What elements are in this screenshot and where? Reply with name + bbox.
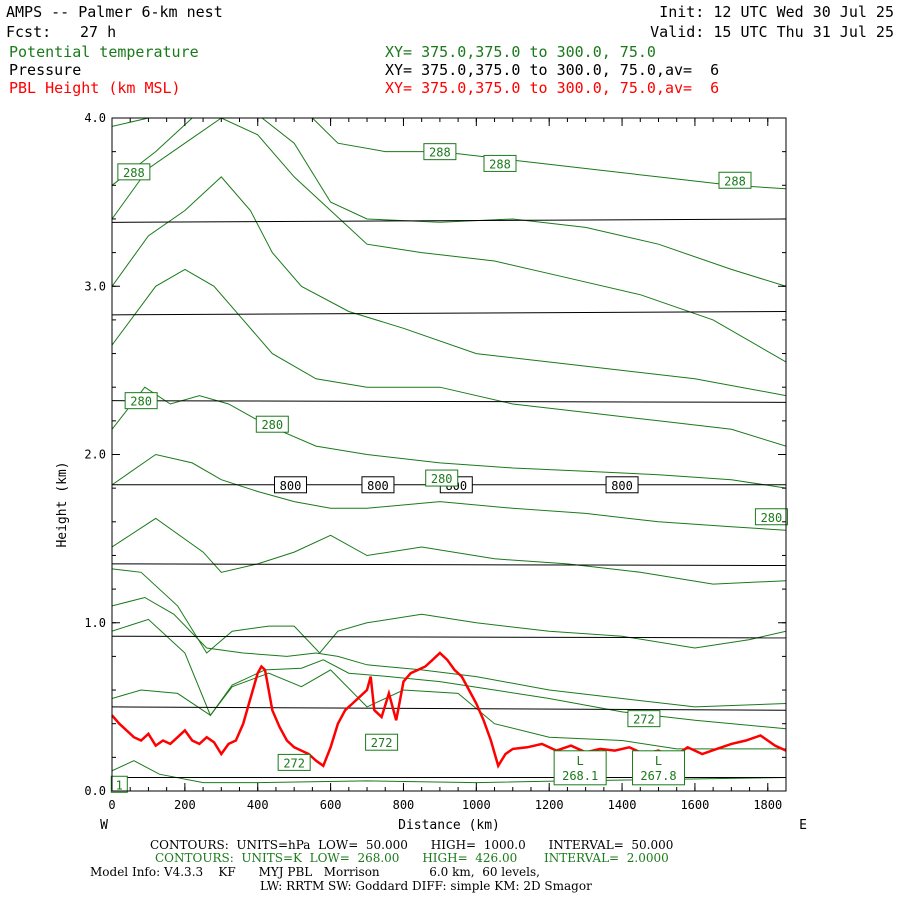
footer-model-info: Model Info: V4.3.3 KF MYJ PBL Morrison 6… [90, 865, 540, 879]
pressure-contour-800 [111, 563, 787, 567]
theta-label-10: 272 [277, 753, 311, 771]
pressure-label-3: 800 [605, 476, 639, 494]
chart-title: AMPS -- Palmer 6-km nest [6, 3, 223, 21]
field-theta-xy: XY= 375.0,375.0 to 300.0, 75.0 [385, 43, 656, 61]
svg-text:L: L [655, 754, 662, 768]
x-tick-label-7: 1400 [608, 798, 637, 812]
init-time: Init: 12 UTC Wed 30 Jul 25 [659, 3, 894, 21]
svg-text:267.8: 267.8 [640, 769, 676, 783]
x-tick-label-8: 1600 [680, 798, 709, 812]
field-pressure-xy: XY= 375.0,375.0 to 300.0, 75.0,av= 6 [385, 61, 720, 79]
svg-text:L: L [577, 754, 584, 768]
contour-labels: 8008008008002882882882882802802802802722… [110, 143, 788, 793]
y-tick-label-3: 3.0 [84, 279, 106, 293]
svg-text:280: 280 [130, 395, 152, 409]
pressure-contour-900 [111, 706, 787, 711]
svg-text:272: 272 [283, 756, 305, 770]
y-tick-label-2: 2.0 [84, 448, 106, 462]
theta-contour-2 [112, 618, 786, 730]
plot-frame [111, 117, 787, 792]
x-tick-label-4: 800 [393, 798, 415, 812]
theta-label-2: 288 [483, 154, 517, 172]
pbl-height-line [111, 651, 787, 769]
theta-contour-1 [112, 669, 786, 750]
svg-text:268.1: 268.1 [562, 769, 598, 783]
theta-contour-10 [112, 118, 786, 363]
svg-text:280: 280 [761, 511, 783, 525]
forecast-label: Fcst: [6, 23, 52, 41]
field-pressure-name: Pressure [9, 61, 82, 79]
footer-pressure-contours: CONTOURS: UNITS=hPa LOW= 50.000 HIGH= 10… [150, 838, 674, 852]
axes: 0 200 400 600 800 1000 1200 1400 1600 18000.01.02… [84, 111, 787, 812]
forecast-hour: 27 h [80, 23, 117, 41]
footer-theta-contours: CONTOURS: UNITS=K LOW= 268.00 HIGH= 426.… [155, 851, 669, 865]
svg-text:288: 288 [429, 146, 451, 160]
field-theta-name: Potential temperature [9, 43, 199, 61]
svg-text:800: 800 [611, 479, 633, 493]
theta-contour-11 [112, 118, 786, 287]
x-tick-label-3: 600 [320, 798, 342, 812]
theta-label-8: 272 [627, 710, 661, 728]
field-pbl-name: PBL Height (km MSL) [9, 79, 181, 97]
theta-contour-4 [112, 568, 786, 654]
theta-label-11: 1 [110, 775, 128, 793]
pbl-height-series [111, 651, 787, 769]
footer-physics-info: LW: RRTM SW: Goddard DIFF: simple KM: 2D… [260, 879, 592, 893]
west-label: W [100, 818, 108, 833]
pressure-contour-600 [111, 218, 787, 223]
theta-label-5: 280 [255, 415, 289, 433]
pressure-contours [111, 218, 787, 779]
valid-time: Valid: 15 UTC Thu 31 Jul 25 [650, 23, 894, 41]
x-tick-label-6: 1200 [535, 798, 564, 812]
pressure-label-0: 800 [274, 476, 308, 494]
svg-text:288: 288 [123, 166, 145, 180]
theta-contour-8 [112, 268, 786, 447]
theta-contour-6 [112, 453, 786, 531]
y-tick-label-0: 0.0 [84, 784, 106, 798]
svg-text:800: 800 [367, 479, 389, 493]
x-axis-label: Distance (km) [398, 818, 500, 833]
theta-label-1: 288 [423, 143, 457, 161]
theta-contour-9 [112, 176, 786, 397]
x-tick-label-5: 1000 [462, 798, 491, 812]
svg-text:288: 288 [724, 174, 746, 188]
svg-text:280: 280 [261, 418, 283, 432]
x-tick-label-9: 1800 [753, 798, 782, 812]
pressure-contour-850 [111, 635, 787, 639]
theta-label-4: 280 [124, 392, 158, 410]
theta-contour-5 [112, 517, 786, 585]
svg-text:288: 288 [489, 157, 511, 171]
svg-text:1: 1 [116, 778, 123, 792]
pressure-contour-700 [111, 400, 787, 403]
theta-contour-7 [112, 386, 786, 489]
theta-contour-0 [112, 760, 786, 784]
theta-contour-3 [112, 596, 786, 708]
x-tick-label-1: 200 [174, 798, 196, 812]
svg-text:800: 800 [280, 479, 302, 493]
theta-label-3: 288 [718, 171, 752, 189]
x-tick-label-2: 400 [247, 798, 269, 812]
pressure-label-1: 800 [361, 476, 395, 494]
theta-label-9: 272 [365, 733, 399, 751]
svg-text:280: 280 [431, 472, 453, 486]
theta-label-6: 280 [425, 469, 459, 487]
y-axis-label: Height (km) [55, 461, 70, 547]
field-pbl-xy: XY= 375.0,375.0 to 300.0, 75.0,av= 6 [385, 79, 720, 97]
svg-text:272: 272 [633, 713, 655, 727]
x-tick-label-0: 0 [108, 798, 115, 812]
y-tick-label-4: 4.0 [84, 111, 106, 125]
east-label: E [799, 818, 807, 833]
pressure-contour-650 [111, 310, 787, 316]
svg-text:272: 272 [371, 736, 393, 750]
theta-contours [112, 118, 786, 784]
y-tick-label-1: 1.0 [84, 616, 106, 630]
theta-label-7: 280 [754, 508, 788, 526]
theta-label-0: 288 [117, 163, 151, 181]
